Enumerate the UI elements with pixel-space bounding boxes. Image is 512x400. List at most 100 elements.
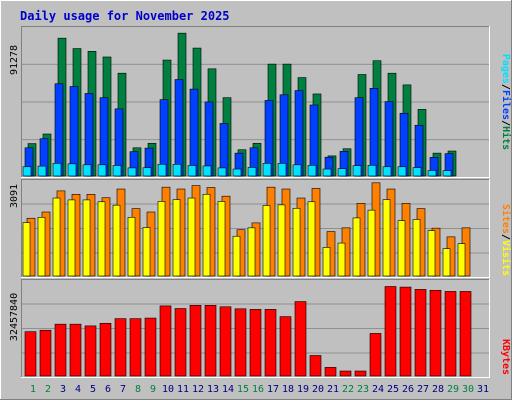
bar-pages-day-28: [427, 170, 437, 177]
bar-pages-day-12: [187, 165, 197, 177]
bar-pages-day-18: [277, 163, 287, 177]
ymax-label-kbytes: 32457840: [9, 293, 20, 341]
bar-files-day-3: [54, 83, 64, 177]
bar-visits-day-10: [157, 201, 166, 277]
bar-kbytes-day-14: [219, 306, 232, 377]
bar-kbytes-day-10: [159, 305, 172, 377]
bar-pages-day-16: [247, 167, 257, 177]
bar-pages-day-9: [142, 167, 152, 177]
bar-visits-day-5: [82, 199, 91, 277]
bar-kbytes-day-15: [234, 308, 247, 377]
bar-files-day-19: [294, 90, 304, 177]
day-label-3: 3: [60, 384, 66, 395]
bar-pages-day-3: [52, 163, 62, 177]
bar-pages-day-29: [442, 170, 452, 177]
bar-files-day-13: [204, 101, 214, 177]
legend-sep-1: /: [500, 84, 511, 90]
day-label-6: 6: [105, 384, 111, 395]
day-label-8: 8: [135, 384, 141, 395]
bar-visits-day-24: [367, 209, 376, 277]
day-label-1: 1: [30, 384, 36, 395]
panel-visits: [21, 179, 490, 278]
legend-visits-sites: Sites/Visits: [500, 204, 512, 276]
bar-kbytes-day-23: [354, 370, 367, 377]
bar-pages-day-7: [112, 165, 122, 177]
bar-visits-day-2: [37, 217, 46, 277]
legend-hits-files-pages: Pages/Files/Hits: [500, 54, 512, 150]
bar-kbytes-day-12: [189, 305, 202, 377]
bar-kbytes-day-2: [39, 329, 52, 377]
bar-kbytes-day-28: [429, 289, 442, 377]
day-label-14: 14: [222, 384, 234, 395]
bar-kbytes-day-5: [84, 325, 97, 377]
bar-visits-day-18: [277, 204, 286, 277]
bar-visits-day-15: [232, 235, 241, 277]
day-label-12: 12: [192, 384, 204, 395]
day-label-23: 23: [357, 384, 369, 395]
bar-kbytes-day-9: [144, 317, 157, 377]
bar-visits-day-30: [457, 243, 466, 277]
ymax-label-visits: 3091: [9, 184, 20, 208]
bar-visits-day-13: [202, 194, 211, 277]
bar-pages-day-21: [322, 168, 332, 177]
bar-visits-day-22: [337, 242, 346, 277]
day-label-22: 22: [342, 384, 354, 395]
bar-kbytes-day-19: [294, 301, 307, 377]
day-label-10: 10: [162, 384, 174, 395]
bar-pages-day-13: [202, 165, 212, 177]
bar-pages-day-26: [397, 166, 407, 177]
bar-pages-day-8: [127, 167, 137, 177]
bar-visits-day-6: [97, 201, 106, 277]
bar-pages-day-27: [412, 167, 422, 177]
panel-hits: [21, 26, 490, 178]
bar-pages-day-1: [22, 166, 32, 177]
legend-files: Files: [500, 90, 512, 120]
bar-visits-day-20: [307, 201, 316, 277]
bars-kbytes: [24, 286, 472, 377]
bar-kbytes-day-27: [414, 289, 427, 377]
bar-visits-day-23: [352, 217, 361, 277]
bar-visits-day-28: [427, 230, 436, 277]
bar-pages-day-15: [232, 168, 242, 177]
bar-kbytes-day-16: [249, 309, 262, 377]
day-label-13: 13: [207, 384, 219, 395]
bar-visits-day-14: [217, 201, 226, 277]
bar-visits-day-26: [397, 220, 406, 277]
day-label-2: 2: [45, 384, 51, 395]
day-label-15: 15: [237, 384, 249, 395]
day-label-25: 25: [387, 384, 399, 395]
bar-visits-day-11: [172, 199, 181, 277]
bar-files-day-4: [69, 86, 79, 177]
legend-hits: Hits: [500, 126, 512, 150]
bar-files-day-11: [174, 79, 184, 177]
bar-visits-day-21: [322, 247, 331, 277]
day-label-11: 11: [177, 384, 189, 395]
bar-pages-day-17: [262, 163, 272, 177]
bar-kbytes-day-20: [309, 355, 322, 377]
day-label-4: 4: [75, 384, 81, 395]
bar-kbytes-day-18: [279, 316, 292, 377]
bar-visits-day-8: [127, 217, 136, 277]
bar-pages-day-11: [172, 164, 182, 177]
bar-visits-day-4: [67, 199, 76, 277]
bar-pages-day-2: [37, 165, 47, 177]
bar-kbytes-day-30: [459, 291, 472, 377]
bar-visits-day-12: [187, 197, 196, 277]
bar-pages-day-23: [352, 165, 362, 177]
bar-kbytes-day-7: [114, 318, 127, 377]
bar-pages-day-22: [337, 168, 347, 177]
bar-kbytes-day-25: [384, 286, 397, 377]
bar-visits-day-27: [412, 219, 421, 277]
bar-kbytes-day-13: [204, 305, 217, 377]
bar-files-day-5: [84, 93, 94, 177]
legend-sep-2: /: [500, 120, 511, 126]
ymax-label-hits: 91278: [9, 45, 20, 75]
bar-kbytes-day-17: [264, 309, 277, 377]
bars-hits-files-pages: [22, 32, 457, 177]
bar-files-day-12: [189, 88, 199, 177]
day-label-20: 20: [312, 384, 324, 395]
legend-visits: Visits: [500, 240, 512, 276]
bar-visits-day-25: [382, 199, 391, 277]
bar-kbytes-day-3: [54, 323, 67, 377]
bar-files-day-23: [354, 97, 364, 177]
